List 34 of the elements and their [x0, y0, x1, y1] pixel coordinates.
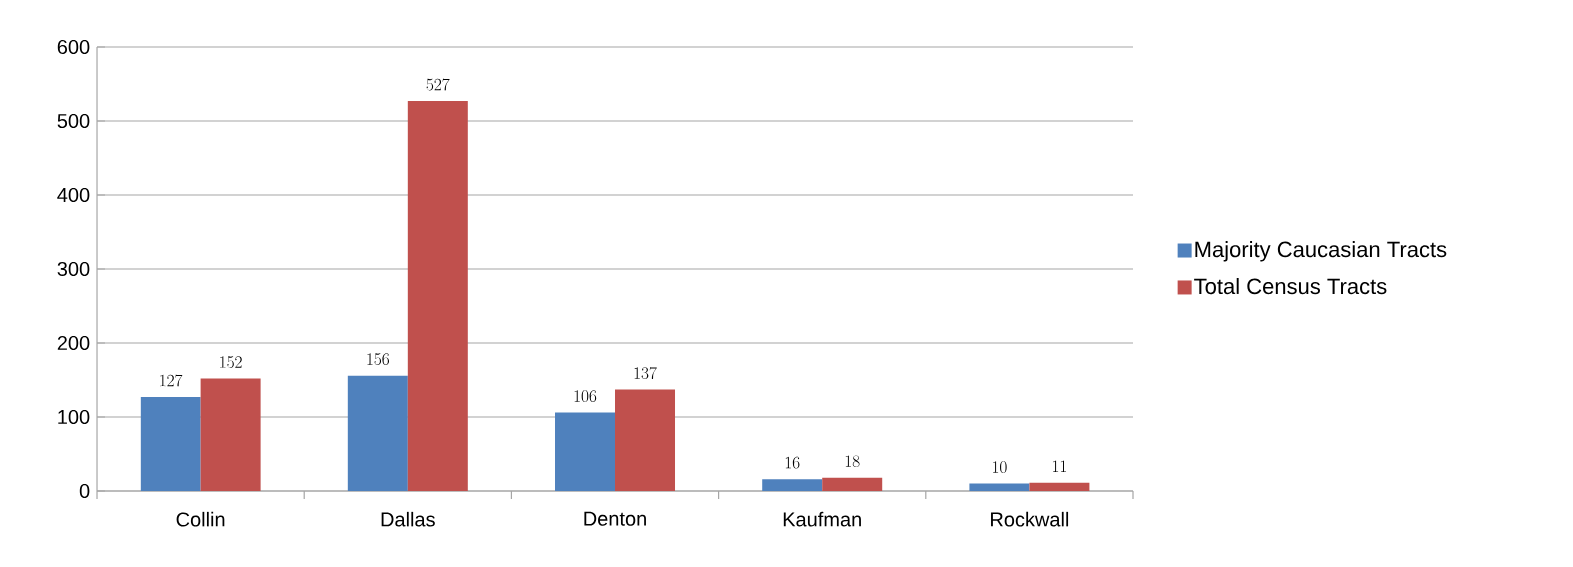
y-tick-label: 500	[57, 113, 90, 129]
data-label: 16	[785, 456, 800, 469]
y-tick-label: 400	[57, 187, 90, 203]
data-label: 527	[426, 78, 450, 91]
data-label: 10	[992, 461, 1007, 473]
data-label: 127	[160, 374, 183, 387]
bar	[347, 375, 408, 491]
y-tick-label: 200	[57, 335, 90, 351]
bar	[555, 412, 616, 491]
data-label: 11	[1052, 460, 1067, 472]
x-tick-label: Collin	[176, 511, 225, 527]
y-tick-label: 600	[57, 39, 90, 55]
data-label: 156	[367, 353, 390, 365]
y-tick-label: 100	[58, 409, 90, 425]
bar	[140, 397, 201, 491]
bar	[200, 378, 261, 491]
x-tick-label: Kaufman	[783, 511, 861, 527]
data-label: 137	[634, 367, 657, 380]
bar	[615, 389, 676, 491]
y-tick-label: 300	[57, 261, 90, 277]
legend-label: Total Census Tracts	[1194, 277, 1387, 295]
y-tick-label: 0	[79, 483, 90, 499]
bar	[762, 479, 823, 491]
x-tick-label: Denton	[584, 511, 646, 526]
data-label: 152	[220, 356, 242, 368]
bar	[822, 477, 883, 491]
bar	[1029, 482, 1090, 491]
x-tick-label: Rockwall	[991, 511, 1069, 527]
data-label: 106	[574, 390, 597, 402]
bar	[407, 101, 468, 491]
legend-label: Majority Caucasian Tracts	[1195, 241, 1447, 262]
x-tick-label: Dallas	[381, 511, 435, 527]
data-label: 18	[845, 455, 860, 468]
bar	[969, 483, 1030, 491]
